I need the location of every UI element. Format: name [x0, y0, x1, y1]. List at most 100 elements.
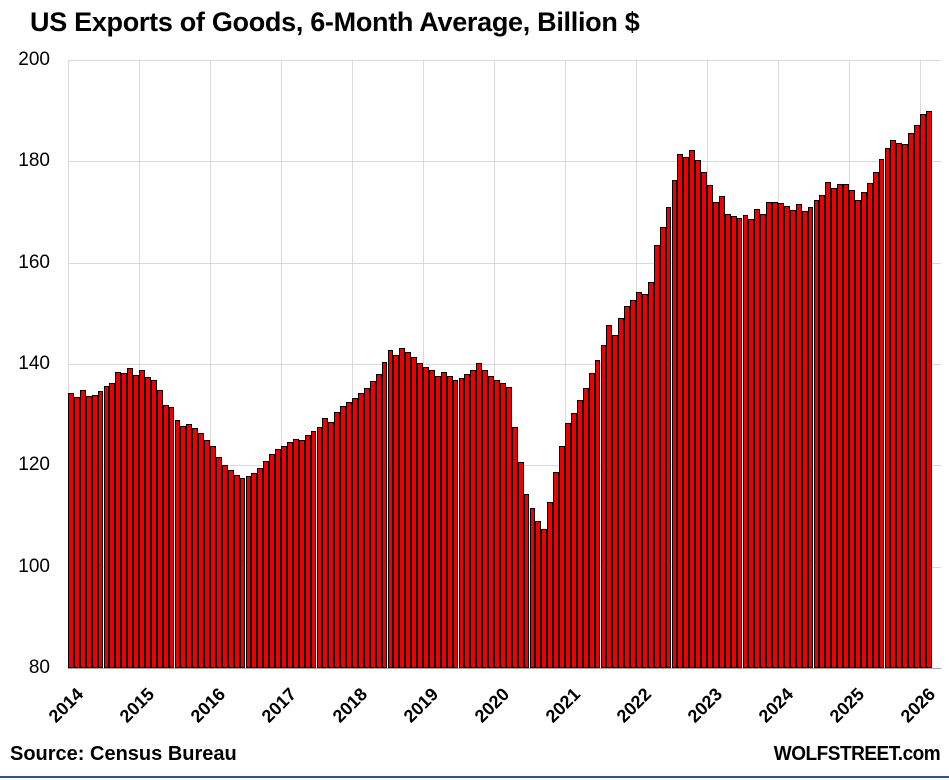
bar — [97, 391, 104, 668]
y-axis-label: 80 — [28, 657, 50, 678]
v-gridline — [423, 60, 424, 668]
y-axis-label: 180 — [18, 150, 50, 172]
bar — [180, 426, 187, 668]
bar — [464, 374, 471, 668]
bar — [133, 374, 139, 668]
bar — [251, 473, 258, 668]
bar — [878, 159, 885, 668]
x-axis-label: 2018 — [328, 684, 372, 727]
bar — [127, 368, 134, 668]
bar — [73, 397, 80, 668]
bar — [257, 467, 264, 668]
bar — [718, 196, 725, 668]
bar — [570, 413, 577, 668]
bar — [612, 334, 619, 668]
source-note: Source: Census Bureau — [10, 743, 237, 765]
v-gridline — [565, 60, 566, 668]
bar — [322, 418, 329, 668]
bar — [860, 192, 867, 668]
bar — [387, 349, 394, 668]
bar — [535, 521, 542, 668]
v-gridline — [494, 60, 495, 668]
x-axis-label: 2025 — [825, 684, 869, 727]
v-gridline — [210, 60, 211, 668]
bar — [150, 380, 157, 668]
bar — [304, 434, 311, 668]
bar — [896, 142, 903, 668]
bar — [109, 383, 116, 668]
bar — [724, 214, 731, 668]
bar — [488, 376, 494, 668]
bar — [375, 373, 382, 668]
x-axis-label: 2023 — [683, 684, 727, 727]
x-axis-label: 2017 — [257, 684, 301, 727]
bar — [671, 180, 678, 668]
bar — [695, 159, 702, 668]
bar — [783, 205, 790, 668]
bar — [103, 386, 110, 668]
bar — [624, 306, 631, 668]
bar — [712, 201, 719, 668]
bar — [795, 203, 802, 668]
bar — [482, 369, 489, 668]
x-axis-label: 2024 — [754, 684, 798, 727]
y-axis-label: 140 — [18, 353, 50, 374]
h-gridline — [68, 668, 941, 669]
v-gridline — [139, 60, 140, 668]
bar — [476, 363, 483, 668]
bar — [423, 366, 429, 668]
x-axis-label: 2014 — [44, 684, 88, 727]
bar — [393, 355, 400, 668]
bar — [115, 371, 122, 668]
bar — [565, 422, 571, 668]
bar — [641, 294, 648, 668]
bar — [269, 454, 276, 668]
bar — [837, 183, 844, 668]
bar — [742, 215, 749, 668]
bar — [505, 387, 512, 668]
bar — [789, 209, 796, 668]
y-axis-label: 200 — [18, 49, 50, 70]
bar — [328, 421, 335, 668]
bar — [198, 432, 205, 668]
v-gridline — [352, 60, 353, 668]
bar — [807, 207, 814, 668]
bar — [600, 344, 607, 668]
bar — [210, 446, 216, 668]
bar — [683, 157, 690, 668]
bar — [221, 464, 228, 668]
bar — [245, 476, 252, 668]
bar — [239, 477, 246, 668]
bar — [872, 172, 879, 668]
bar — [902, 143, 909, 668]
bar — [334, 411, 341, 668]
y-axis-label: 100 — [18, 555, 50, 577]
bar — [121, 373, 128, 668]
plot-area — [68, 60, 941, 669]
bar — [736, 218, 743, 668]
bar — [434, 376, 441, 668]
bar — [168, 406, 175, 668]
v-gridline — [281, 60, 282, 668]
chart-title: US Exports of Goods, 6-Month Average, Bi… — [30, 7, 640, 37]
bar — [292, 439, 299, 668]
v-gridline — [68, 60, 69, 668]
bar — [440, 372, 447, 668]
bar — [499, 383, 506, 668]
bar — [730, 216, 737, 668]
bar — [884, 147, 891, 668]
bar — [162, 405, 169, 668]
h-gridline — [68, 262, 941, 264]
bar — [517, 462, 524, 668]
bar — [186, 424, 193, 668]
bar — [819, 194, 826, 668]
bar — [346, 401, 352, 668]
bar — [458, 378, 465, 668]
bar — [523, 493, 530, 668]
x-axis-label: 2020 — [470, 684, 514, 727]
bar — [399, 347, 406, 668]
bar — [701, 171, 707, 668]
bar — [854, 200, 861, 668]
bar — [843, 183, 849, 668]
